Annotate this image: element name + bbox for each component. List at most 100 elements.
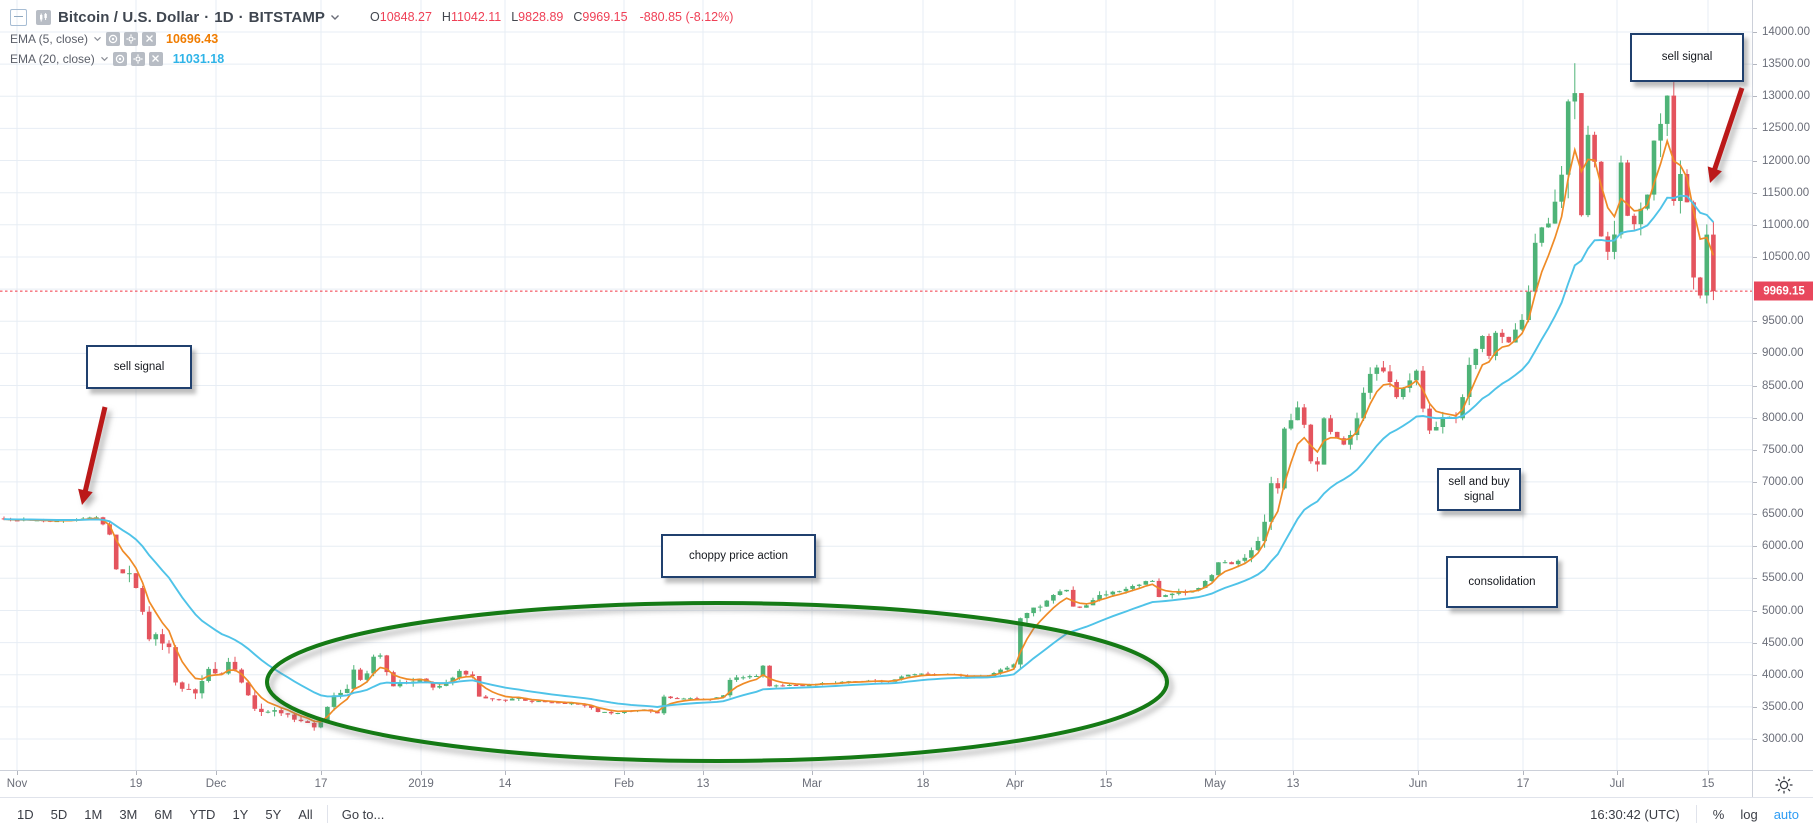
arrow-drawing[interactable] [1707, 87, 1745, 183]
range-5y[interactable]: 5Y [265, 806, 282, 822]
percent-scale-button[interactable]: % [1712, 806, 1725, 822]
eye-icon[interactable] [112, 51, 127, 66]
bottom-toolbar: 1D 5D 1M 3M 6M YTD 1Y 5Y All Go to... 16… [0, 797, 1813, 829]
price-axis-tick [1753, 642, 1757, 644]
price-axis-label: 13000.00 [1762, 90, 1810, 103]
price-axis-label: 7000.00 [1762, 475, 1804, 488]
time-axis-label: Mar [802, 778, 822, 790]
goto-button[interactable]: Go to... [341, 806, 385, 822]
price-axis-tick [1753, 64, 1757, 66]
price-axis-tick [1753, 578, 1757, 580]
clock[interactable]: 16:30:42 (UTC) [1590, 806, 1680, 822]
range-1y[interactable]: 1Y [232, 806, 249, 822]
gear-icon[interactable] [124, 31, 139, 46]
price-axis-label: 9500.00 [1762, 315, 1804, 328]
price-axis-tick [1753, 449, 1757, 451]
price-axis-label: 5500.00 [1762, 572, 1804, 585]
price-axis-tick [1753, 610, 1757, 612]
price-axis-label: 13500.00 [1762, 58, 1810, 71]
time-axis-tick [216, 771, 217, 775]
price-axis-label: 11000.00 [1762, 218, 1810, 231]
interval-label[interactable]: 1D [214, 8, 234, 26]
price-axis-label: 8000.00 [1762, 411, 1804, 424]
sun-icon[interactable] [1774, 775, 1794, 795]
range-ytd[interactable]: YTD [189, 806, 216, 822]
range-3m[interactable]: 3M [119, 806, 138, 822]
close-value: 9969.15 [582, 10, 628, 24]
time-axis-label: 13 [696, 778, 710, 790]
range-1d[interactable]: 1D [17, 806, 34, 822]
range-6m[interactable]: 6M [154, 806, 173, 822]
gear-icon[interactable] [130, 51, 145, 66]
price-axis-tick [1753, 385, 1757, 387]
axis-settings-corner[interactable] [1752, 770, 1813, 798]
time-axis-label: 2019 [408, 778, 434, 790]
price-axis-tick [1753, 353, 1757, 355]
time-axis-tick [1293, 771, 1294, 775]
range-buttons: 1D 5D 1M 3M 6M YTD 1Y 5Y All [17, 807, 313, 822]
chart-canvas[interactable] [0, 0, 1752, 770]
low-value: 9828.89 [518, 10, 564, 24]
collapse-panel-button[interactable] [10, 8, 27, 26]
symbol-logo-icon [36, 9, 51, 25]
time-axis-label: Nov [6, 778, 28, 790]
time-axis-label: 15 [1701, 778, 1715, 790]
auto-scale-button[interactable]: auto [1773, 806, 1799, 822]
price-axis-tick [1753, 514, 1757, 515]
range-all[interactable]: All [298, 806, 313, 822]
time-axis-tick [1106, 771, 1107, 775]
time-axis-label: 18 [916, 778, 930, 790]
time-axis-tick [1617, 771, 1618, 775]
time-axis-tick [703, 771, 704, 775]
range-1m[interactable]: 1M [84, 806, 103, 822]
open-value: 10848.27 [379, 10, 432, 24]
eye-icon[interactable] [106, 31, 121, 46]
time-axis-label: 17 [1516, 778, 1530, 790]
annotation-box[interactable]: sell and buy signal [1437, 468, 1521, 511]
price-axis-label: 6500.00 [1762, 508, 1804, 520]
annotation-box[interactable]: consolidation [1446, 556, 1558, 608]
title-separator: · [204, 8, 210, 26]
chevron-down-icon[interactable] [93, 36, 102, 42]
ellipse-drawing[interactable] [265, 601, 1169, 763]
price-axis-tick [1753, 192, 1757, 194]
annotation-box[interactable]: sell signal [1630, 33, 1744, 82]
low-label: L [511, 10, 519, 24]
time-axis-label: Dec [205, 778, 227, 790]
time-axis-tick [421, 771, 422, 775]
price-axis-label: 7500.00 [1762, 443, 1804, 456]
chevron-down-icon[interactable] [330, 14, 340, 21]
time-axis-label: May [1204, 778, 1226, 790]
time-axis-tick [321, 771, 322, 775]
time-axis-label: Jun [1408, 778, 1428, 790]
price-axis-label: 12000.00 [1762, 154, 1810, 167]
indicator-row-ema20: EMA (20, close) 11031.18 [10, 50, 224, 67]
price-axis-tick [1753, 706, 1757, 708]
time-axis-tick [624, 771, 625, 775]
toolbar-divider [326, 805, 328, 823]
title-separator: · [238, 8, 244, 26]
range-5d[interactable]: 5D [50, 806, 68, 822]
time-axis-tick [1708, 771, 1709, 775]
price-axis-tick [1753, 481, 1757, 483]
symbol-name[interactable]: Bitcoin / U.S. Dollar [58, 8, 200, 26]
open-label: O [370, 10, 380, 24]
close-icon[interactable] [148, 51, 163, 66]
time-axis[interactable]: Nov 19 Dec 17 2019 14 Feb 13 Mar 18 Apr 15 May 13 Jun 1… [0, 770, 1752, 798]
annotation-box[interactable]: choppy price action [661, 534, 816, 578]
close-icon[interactable] [142, 31, 157, 46]
log-scale-button[interactable]: log [1740, 806, 1758, 822]
arrow-drawing[interactable] [78, 406, 108, 505]
chevron-down-icon[interactable] [100, 56, 109, 62]
ema20-label[interactable]: EMA (20, close) [10, 51, 95, 66]
price-axis-tick [1753, 739, 1757, 740]
toolbar-right: 16:30:42 (UTC) % log auto [1590, 805, 1799, 823]
exchange-label[interactable]: BITSTAMP [248, 8, 326, 26]
ema5-label[interactable]: EMA (5, close) [10, 31, 89, 46]
price-axis[interactable]: 9969.15 14000.00 13500.00 13000.00 12500.00… [1752, 0, 1813, 797]
close-label: C [573, 10, 583, 24]
annotation-box[interactable]: sell signal [86, 345, 192, 389]
time-axis-label: Apr [1006, 778, 1024, 790]
price-axis-tick [1753, 546, 1757, 548]
